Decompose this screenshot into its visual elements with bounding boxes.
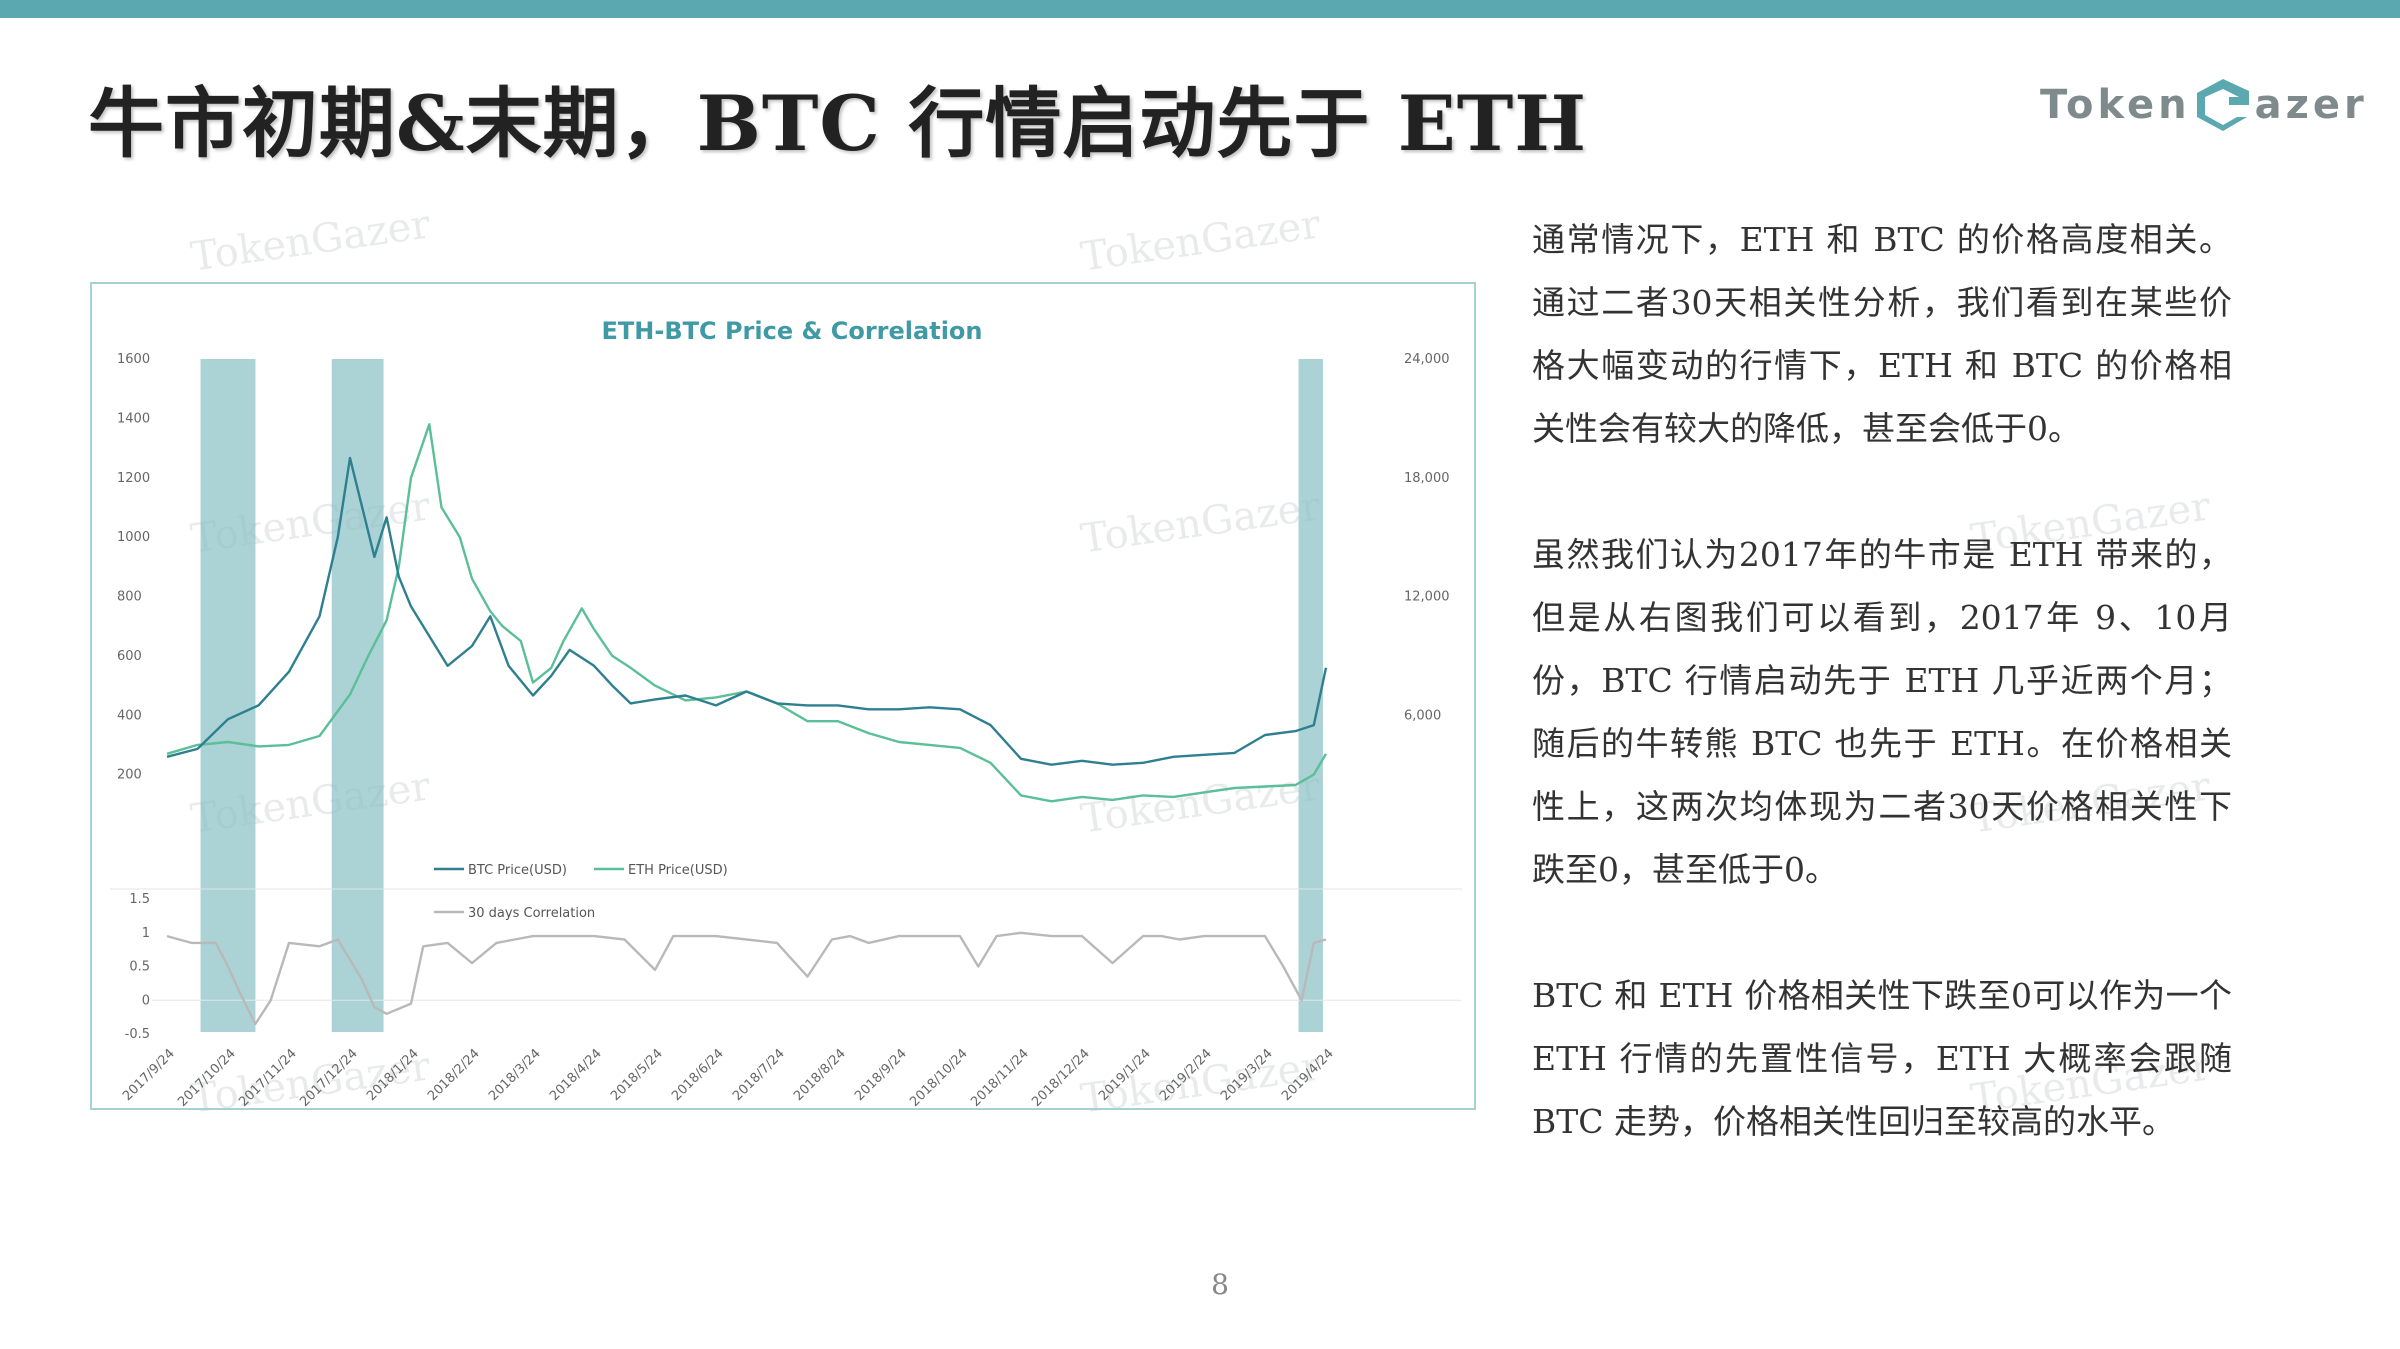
watermark: TokenGazer xyxy=(187,201,434,281)
logo-g-icon xyxy=(2196,79,2249,131)
y-corr-tick-label: 1.5 xyxy=(129,892,150,907)
x-tick-label: 2017/11/24 xyxy=(236,1046,300,1110)
x-tick-label: 2018/10/24 xyxy=(907,1046,971,1110)
x-tick-label: 2018/9/24 xyxy=(852,1046,910,1104)
x-tick-label: 2017/9/24 xyxy=(120,1046,178,1104)
x-tick-label: 2018/1/24 xyxy=(364,1046,422,1104)
page-title: 牛市初期&末期，BTC 行情启动先于 ETH xyxy=(88,79,1588,168)
paragraph-3: BTC 和 ETH 价格相关性下跌至0可以作为一个 ETH 行情的先置性信号，E… xyxy=(1532,976,2232,1141)
series-line xyxy=(166,931,1327,1026)
y-right-tick-label: 24,000 xyxy=(1404,352,1450,367)
chart-container: 1600 1400 1200 1000 800 600 400 200 24,000 18,000… xyxy=(90,282,1476,1110)
series-line xyxy=(166,456,1328,766)
y-left-tick-label: 1600 xyxy=(117,352,150,367)
series-line xyxy=(166,423,1328,803)
top-accent-bar xyxy=(0,0,2400,18)
body-text: 通常情况下，ETH 和 BTC 的价格高度相关。通过二者30天相关性分析，我们看… xyxy=(1532,208,2232,1216)
page-number: 8 xyxy=(1211,1268,1229,1301)
y-left-tick-label: 800 xyxy=(117,590,142,605)
x-tick-label: 2017/10/24 xyxy=(175,1046,239,1110)
logo-text-right: azer xyxy=(2254,82,2368,128)
y-corr-tick-label: 0.5 xyxy=(129,960,150,975)
paragraph-2: 虽然我们认为2017年的牛市是 ETH 带来的，但是从右图我们可以看到，2017… xyxy=(1532,535,2232,889)
y-left-tick-label: 200 xyxy=(117,768,142,783)
highlight-band xyxy=(331,359,384,1032)
y-left-tick-label: 600 xyxy=(117,649,142,664)
y-corr-tick-label: 1 xyxy=(142,926,150,941)
x-tick-label: 2018/6/24 xyxy=(669,1046,727,1104)
x-tick-label: 2018/2/24 xyxy=(425,1046,483,1104)
logo-text-left: Token xyxy=(2040,82,2191,128)
chart-title: ETH-BTC Price & Correlation xyxy=(602,317,983,345)
x-tick-label: 2017/12/24 xyxy=(297,1046,361,1110)
x-tick-label: 2019/4/24 xyxy=(1279,1046,1337,1104)
x-tick-label: 2018/12/24 xyxy=(1029,1046,1093,1110)
y-left-tick-label: 1000 xyxy=(117,530,150,545)
x-tick-label: 2019/2/24 xyxy=(1157,1046,1215,1104)
x-tick-label: 2018/11/24 xyxy=(968,1046,1032,1110)
eth-btc-chart: 1600 1400 1200 1000 800 600 400 200 24,000 18,000… xyxy=(110,317,1462,1110)
y-right-tick-label: 12,000 xyxy=(1404,590,1450,605)
y-left-tick-label: 1400 xyxy=(117,411,150,426)
legend-label: ETH Price(USD) xyxy=(628,863,728,878)
y-corr-tick-label: 0 xyxy=(142,993,150,1008)
y-corr-tick-label: -0.5 xyxy=(125,1027,150,1042)
x-tick-label: 2018/5/24 xyxy=(608,1046,666,1104)
legend-label: 30 days Correlation xyxy=(468,906,595,921)
y-right-tick-label: 18,000 xyxy=(1404,471,1450,486)
x-tick-label: 2019/1/24 xyxy=(1096,1046,1154,1104)
x-tick-label: 2018/8/24 xyxy=(791,1046,849,1104)
highlight-band xyxy=(200,359,256,1032)
y-left-tick-label: 1200 xyxy=(117,471,150,486)
x-tick-label: 2018/3/24 xyxy=(486,1046,544,1104)
x-tick-label: 2018/4/24 xyxy=(547,1046,605,1104)
x-tick-label: 2018/7/24 xyxy=(730,1046,788,1104)
legend-label: BTC Price(USD) xyxy=(468,863,567,878)
x-tick-label: 2019/3/24 xyxy=(1218,1046,1276,1104)
y-right-tick-label: 6,000 xyxy=(1404,708,1441,723)
paragraph-1: 通常情况下，ETH 和 BTC 的价格高度相关。通过二者30天相关性分析，我们看… xyxy=(1532,220,2232,448)
tokengazer-logo: Token azer xyxy=(2040,70,2368,140)
y-left-tick-label: 400 xyxy=(117,708,142,723)
watermark: TokenGazer xyxy=(1077,201,1324,281)
